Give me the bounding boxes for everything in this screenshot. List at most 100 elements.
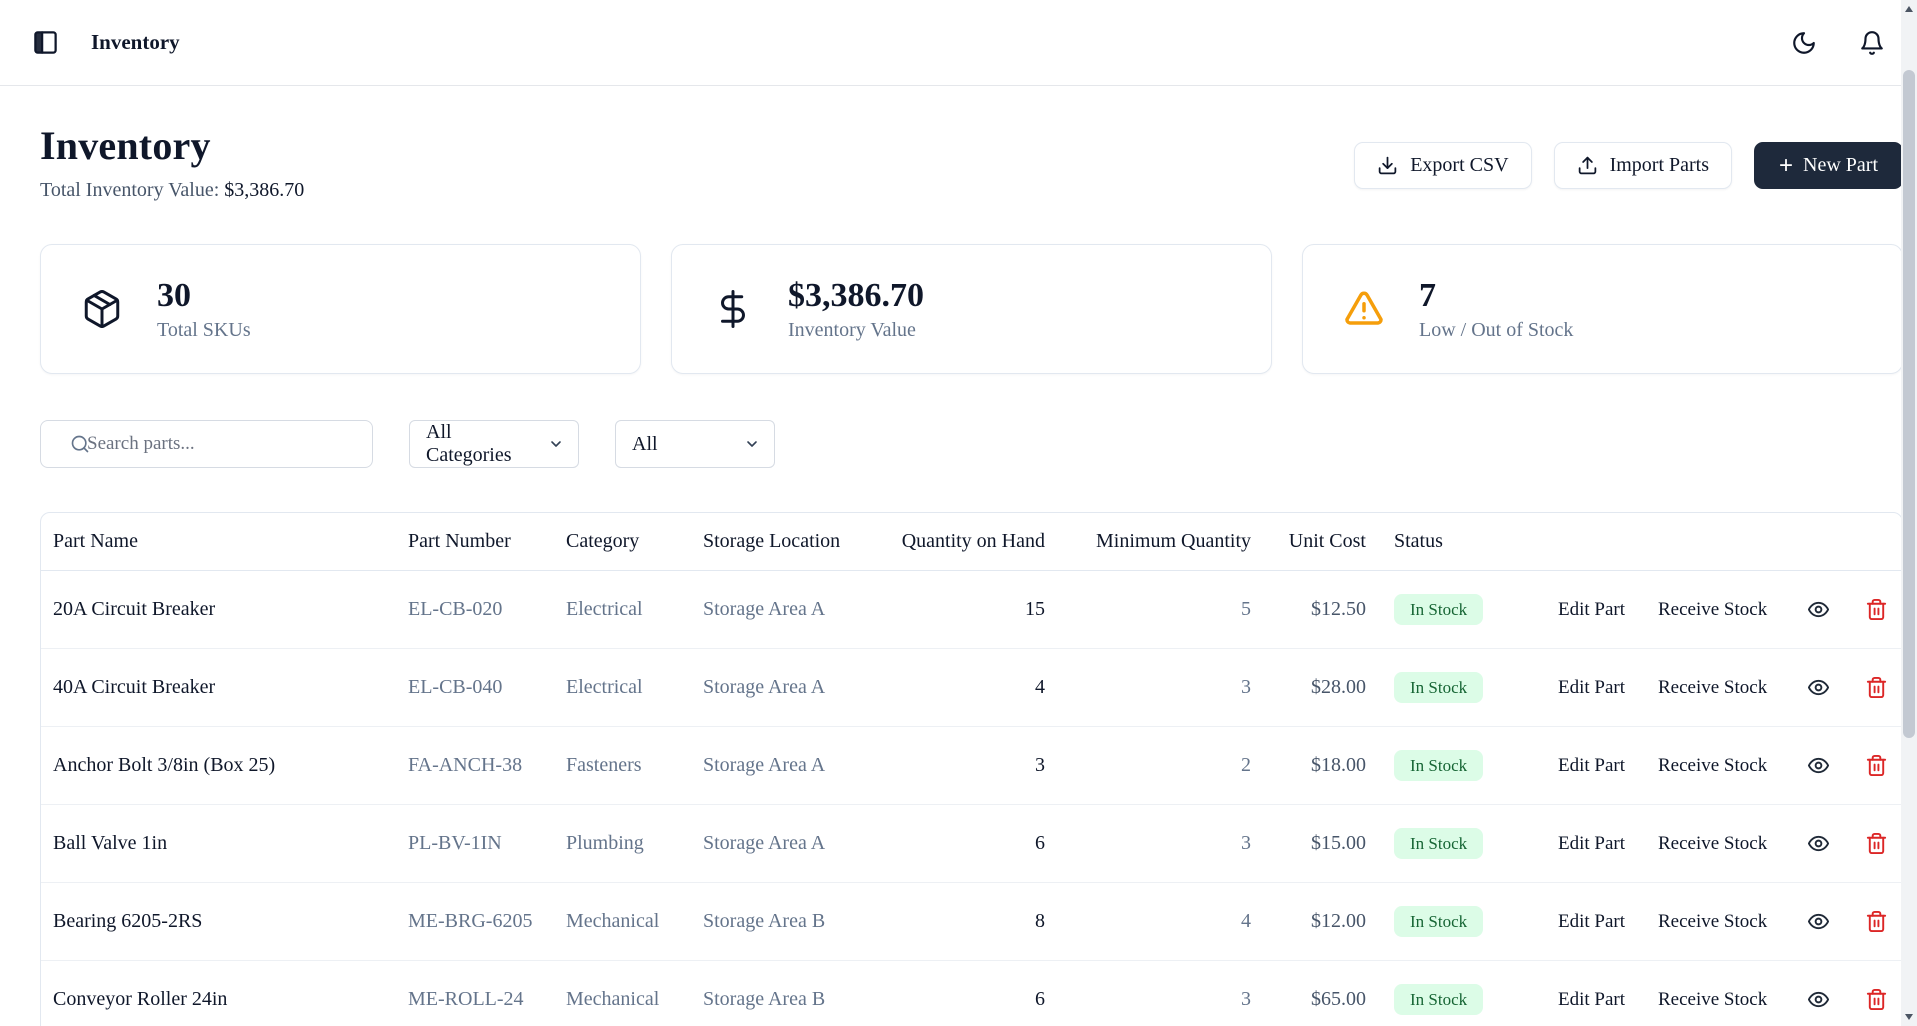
download-icon: [1377, 155, 1398, 176]
category-filter-select[interactable]: All Categories: [409, 420, 579, 468]
search-input[interactable]: [40, 420, 373, 468]
col-edit: [1546, 513, 1646, 571]
scrollbar[interactable]: [1901, 0, 1917, 1026]
trash-icon[interactable]: [1865, 910, 1888, 933]
eye-icon[interactable]: [1807, 754, 1830, 777]
stat-label: Total SKUs: [157, 319, 251, 342]
table-row: Bearing 6205-2RS ME-BRG-6205 Mechanical …: [41, 882, 1902, 961]
part-number-cell: FA-ANCH-38: [396, 726, 554, 805]
export-csv-button[interactable]: Export CSV: [1354, 142, 1532, 189]
inventory-value-subtitle: Total Inventory Value: $3,386.70: [40, 179, 304, 202]
search-box: [40, 420, 373, 468]
receive-stock-link[interactable]: Receive Stock: [1646, 726, 1791, 805]
part-name-cell: Bearing 6205-2RS: [41, 882, 396, 961]
status-badge: In Stock: [1394, 906, 1484, 937]
edit-part-link[interactable]: Edit Part: [1546, 882, 1646, 961]
part-name-cell: 40A Circuit Breaker: [41, 648, 396, 727]
scrollbar-thumb[interactable]: [1903, 70, 1915, 738]
import-parts-button[interactable]: Import Parts: [1553, 142, 1732, 189]
status-cell: In Stock: [1382, 804, 1546, 883]
category-cell: Electrical: [566, 598, 643, 620]
view-cell: [1791, 882, 1846, 961]
sidebar-toggle-button[interactable]: [26, 23, 65, 62]
moon-icon: [1791, 30, 1817, 56]
import-parts-label: Import Parts: [1609, 154, 1709, 176]
receive-stock-link[interactable]: Receive Stock: [1646, 882, 1791, 961]
col-delete: [1846, 513, 1902, 571]
edit-part-link[interactable]: Edit Part: [1546, 726, 1646, 805]
eye-icon[interactable]: [1807, 598, 1830, 621]
col-part-number: Part Number: [396, 513, 554, 571]
edit-part-link[interactable]: Edit Part: [1546, 648, 1646, 727]
status-filter-select[interactable]: All: [615, 420, 775, 468]
topbar-title: Inventory: [91, 30, 180, 54]
part-number-cell: ME-ROLL-24: [396, 960, 554, 1026]
delete-cell: [1846, 571, 1902, 649]
category-cell: Mechanical: [554, 960, 691, 1026]
eye-icon[interactable]: [1807, 676, 1830, 699]
min-quantity-cell: 3: [1061, 804, 1267, 883]
header-actions: Export CSV Import Parts + New Part: [1354, 142, 1903, 189]
table-row: Anchor Bolt 3/8in (Box 25) FA-ANCH-38 Fa…: [41, 726, 1902, 805]
quantity-cell: 8: [877, 882, 1061, 961]
receive-stock-link[interactable]: Receive Stock: [1646, 960, 1791, 1026]
status-badge: In Stock: [1394, 984, 1484, 1015]
col-minimum-quantity: Minimum Quantity: [1061, 513, 1267, 571]
dollar-icon: [712, 288, 754, 330]
edit-part-link[interactable]: Edit Part: [1558, 598, 1626, 620]
category-cell: Fasteners: [554, 726, 691, 805]
trash-icon[interactable]: [1865, 988, 1888, 1011]
view-cell: [1791, 960, 1846, 1026]
view-cell: [1791, 804, 1846, 883]
storage-location-cell: Storage Area A: [691, 648, 877, 727]
notifications-button[interactable]: [1853, 24, 1891, 62]
col-view: [1791, 513, 1846, 571]
trash-icon[interactable]: [1865, 598, 1888, 621]
category-cell: Electrical: [554, 648, 691, 727]
min-quantity-cell: 3: [1061, 960, 1267, 1026]
edit-part-link[interactable]: Edit Part: [1546, 804, 1646, 883]
status-badge: In Stock: [1394, 672, 1484, 703]
col-receive: [1646, 513, 1791, 571]
receive-stock-link[interactable]: Receive Stock: [1646, 804, 1791, 883]
scroll-down-arrow[interactable]: [1901, 1009, 1917, 1025]
plus-icon: +: [1779, 151, 1794, 179]
trash-icon[interactable]: [1865, 676, 1888, 699]
category-filter-value: All Categories: [426, 421, 512, 466]
category-cell: Plumbing: [554, 804, 691, 883]
parts-table: Part Name Part Number Category Storage L…: [41, 513, 1902, 1026]
quantity-cell: 3: [877, 726, 1061, 805]
stats-row: 30 Total SKUs $3,386.70 Inventory Value …: [40, 244, 1903, 374]
export-csv-label: Export CSV: [1410, 154, 1509, 176]
eye-icon[interactable]: [1807, 988, 1830, 1011]
table-row: Conveyor Roller 24in ME-ROLL-24 Mechanic…: [41, 960, 1902, 1026]
topbar: Inventory: [0, 0, 1917, 86]
unit-cost-cell: $12.00: [1267, 882, 1382, 961]
status-cell: In Stock: [1382, 648, 1546, 727]
stat-value: 30: [157, 276, 191, 314]
bell-icon: [1859, 30, 1885, 56]
receive-stock-link[interactable]: Receive Stock: [1658, 598, 1768, 620]
stat-card-low-stock: 7 Low / Out of Stock: [1302, 244, 1903, 374]
trash-icon[interactable]: [1865, 754, 1888, 777]
new-part-button[interactable]: + New Part: [1754, 142, 1903, 189]
stat-card-total-skus: 30 Total SKUs: [40, 244, 641, 374]
status-badge: In Stock: [1394, 594, 1484, 625]
scroll-up-arrow[interactable]: [1901, 1, 1917, 17]
status-cell: In Stock: [1382, 882, 1546, 961]
trash-icon[interactable]: [1865, 832, 1888, 855]
receive-stock-link[interactable]: Receive Stock: [1646, 648, 1791, 727]
col-part-name: Part Name: [41, 513, 396, 571]
subtitle-value: $3,386.70: [224, 179, 305, 201]
theme-toggle-button[interactable]: [1785, 24, 1823, 62]
eye-icon[interactable]: [1807, 832, 1830, 855]
table-header-row: Part Name Part Number Category Storage L…: [41, 513, 1902, 571]
quantity-cell: 15: [1025, 598, 1045, 620]
view-cell: [1791, 571, 1846, 649]
eye-icon[interactable]: [1807, 910, 1830, 933]
unit-cost-cell: $15.00: [1267, 804, 1382, 883]
stat-value: $3,386.70: [788, 276, 924, 314]
edit-part-link[interactable]: Edit Part: [1546, 960, 1646, 1026]
part-number-cell: PL-BV-1IN: [396, 804, 554, 883]
delete-cell: [1846, 804, 1902, 883]
